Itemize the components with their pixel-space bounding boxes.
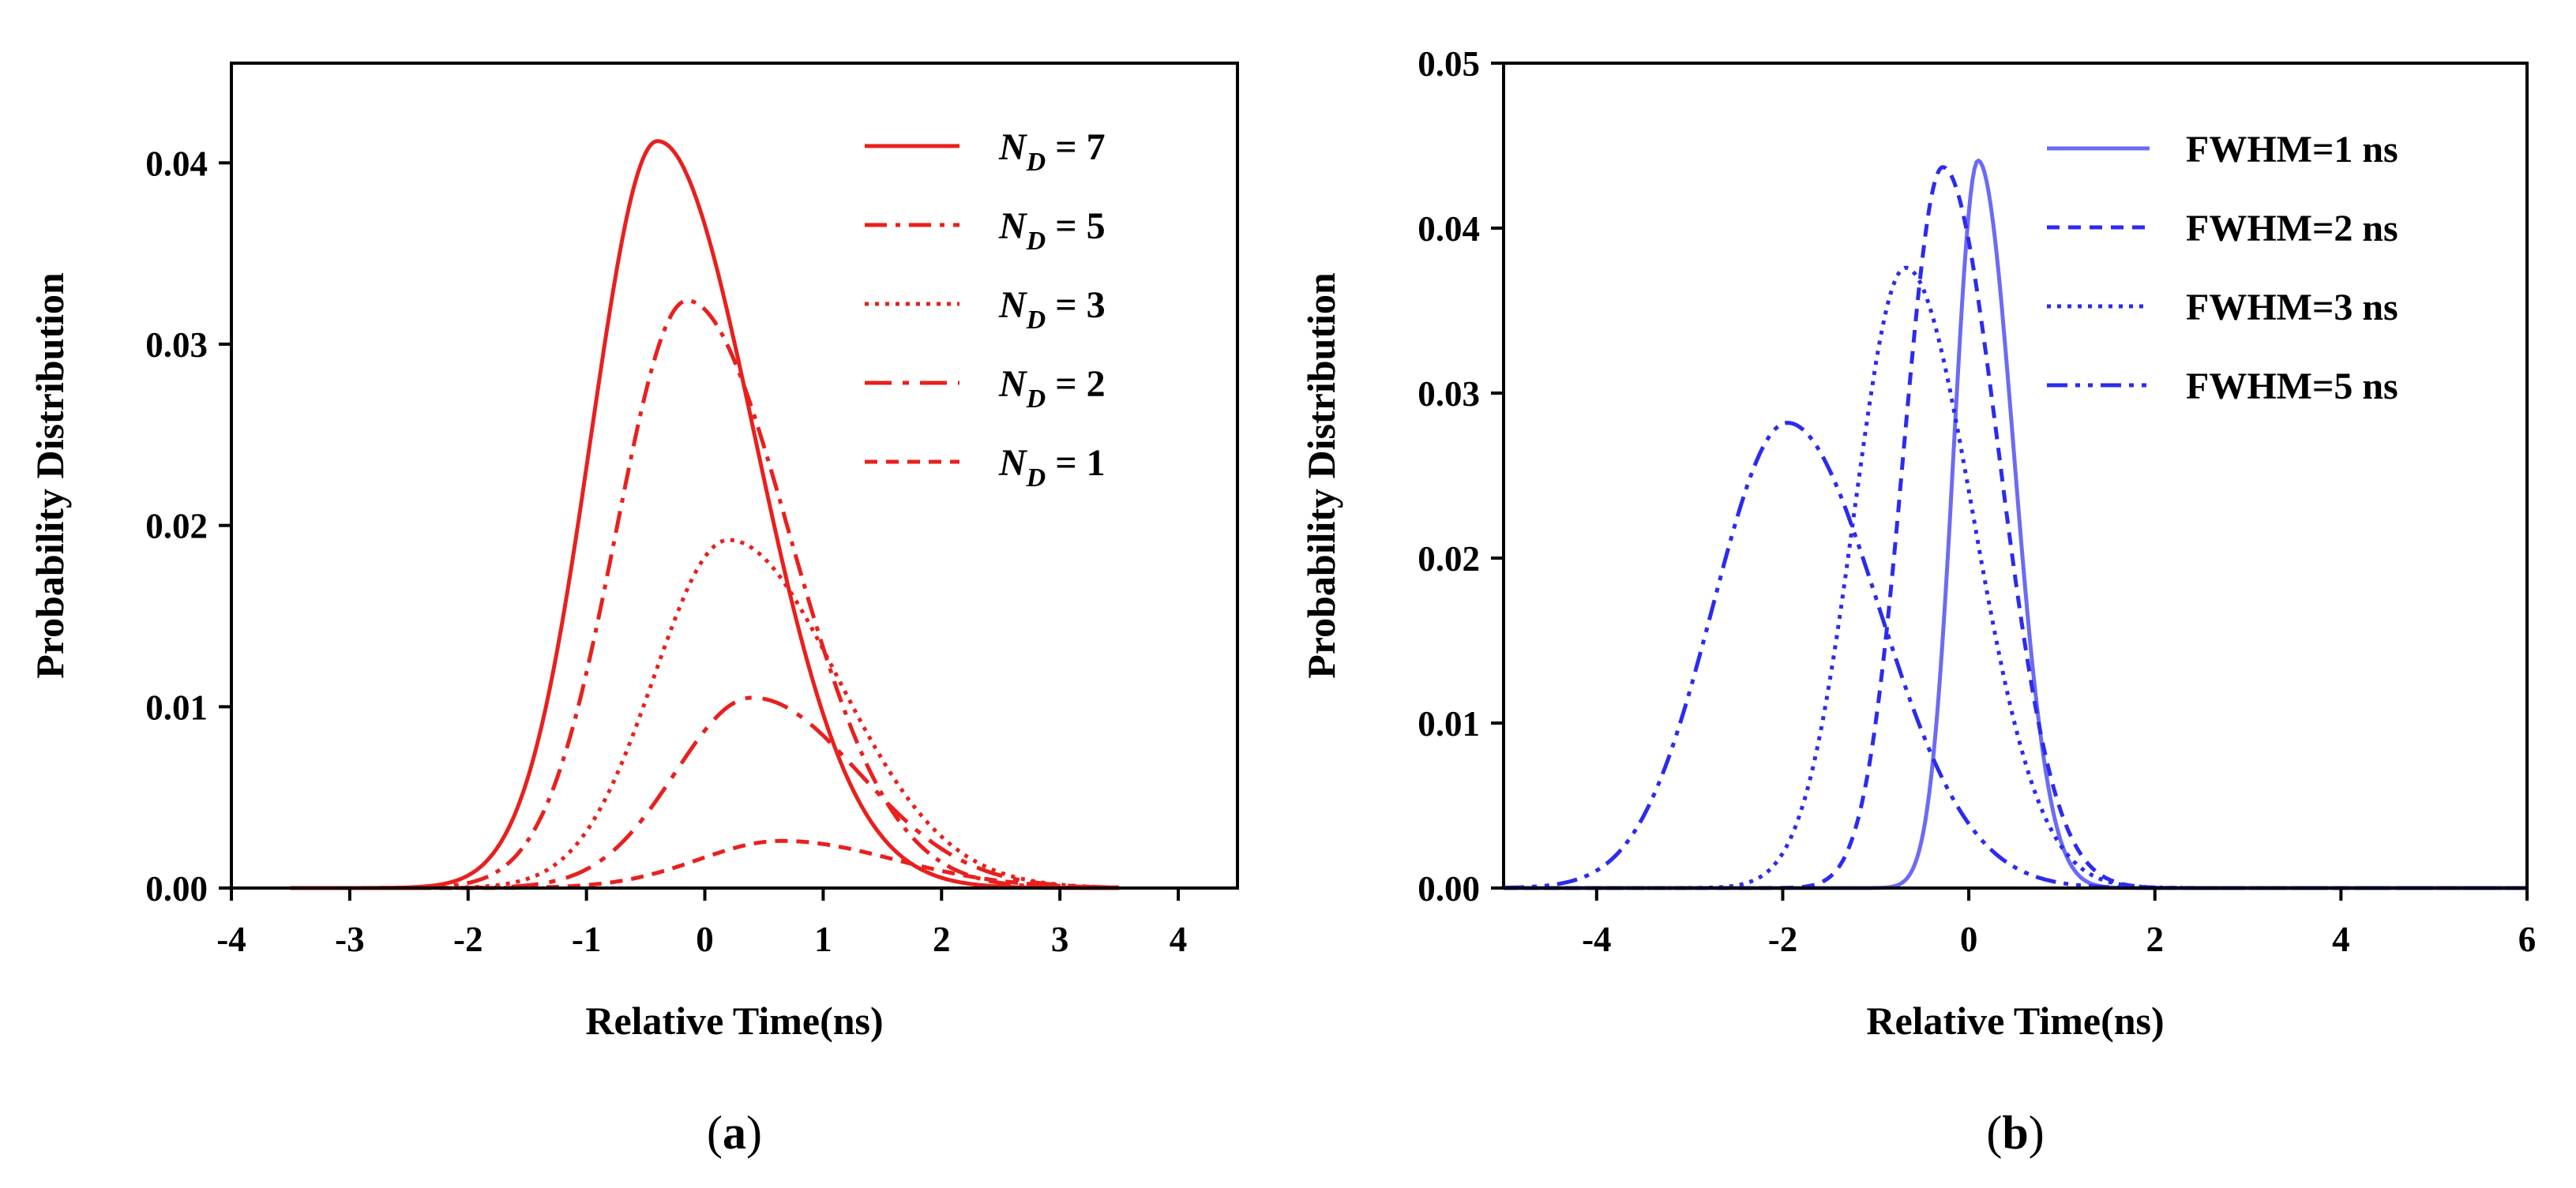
panel-a-y-tick-label: 0.04	[145, 144, 208, 183]
panel-a-legend-label-3: ND = 3	[998, 284, 1106, 335]
panel-a-series-line-4	[290, 695, 1120, 890]
panel-b-y-tick-label: 0.05	[1418, 44, 1480, 84]
panel-a-series-line-5	[290, 838, 1120, 890]
panel-b-x-axis-title: Relative Time(ns)	[1866, 999, 2164, 1043]
panel-b-plot-frame	[1502, 62, 2529, 890]
legend-var: N	[998, 442, 1028, 484]
panel-a-series-line-1	[290, 139, 1120, 890]
panel-b-x-tick-label: -2	[1768, 920, 1798, 959]
legend-var: N	[998, 284, 1028, 326]
panel-b-legend-label-3: FWHM=3 ns	[2186, 287, 2398, 328]
panel-a-legend-label-5: ND = 1	[998, 442, 1106, 493]
panel-b-legend-label-1: FWHM=1 ns	[2186, 129, 2398, 171]
panel-b-x-tick-label: -4	[1582, 920, 1612, 959]
panel-b-y-tick-label: 0.02	[1418, 539, 1480, 579]
panel-a-label-open: (	[707, 1107, 723, 1159]
legend-var: N	[998, 126, 1028, 168]
panel-a-x-tick-label: -2	[453, 920, 483, 959]
panel-a-x-tick-label: -3	[335, 920, 365, 959]
panel-a-x-tick-label: -4	[216, 920, 246, 959]
panel-a: -4 -3 -2 -1 0 1 2 3 4 0.00 0.01 0.02 0.03 0.04 Relati…	[28, 62, 1239, 1159]
panel-a-label: (a)	[707, 1107, 762, 1159]
panel-b-series-line-2	[1504, 165, 2527, 890]
panel-a-y-tick-label: 0.03	[145, 325, 208, 365]
legend-var: N	[998, 363, 1028, 405]
legend-subscript: D	[1026, 148, 1046, 177]
panel-a-legend-label-2: ND = 5	[998, 205, 1106, 256]
panel-a-x-axis-title: Relative Time(ns)	[585, 999, 883, 1043]
legend-subscript: D	[1026, 463, 1046, 493]
panel-b-y-tick-label: 0.04	[1418, 209, 1480, 249]
legend-subscript: D	[1026, 227, 1046, 256]
panel-b-label: (b)	[1986, 1107, 2044, 1159]
panel-b-legend: FWHM=1 ns FWHM=2 ns FWHM=3 ns FWHM=5 ns	[2047, 129, 2398, 407]
panel-a-ticks: -4 -3 -2 -1 0 1 2 3 4 0.00 0.01 0.02 0.03 0.04	[145, 144, 1187, 959]
legend-value: = 7	[1046, 126, 1105, 168]
panel-b-x-tick-label: 0	[1960, 920, 1978, 959]
panel-a-y-tick-label: 0.01	[145, 688, 208, 727]
panel-a-legend-label-4: ND = 2	[998, 363, 1106, 414]
panel-a-x-tick-label: 2	[933, 920, 951, 959]
panel-b-series-line-1	[1504, 158, 2527, 890]
panel-a-x-tick-label: 1	[814, 920, 832, 959]
panel-b-legend-label-2: FWHM=2 ns	[2186, 208, 2398, 249]
panel-a-legend: ND = 7ND = 5ND = 3ND = 2ND = 1	[865, 126, 1106, 493]
legend-value: = 2	[1046, 363, 1105, 405]
panel-a-x-tick-label: 3	[1051, 920, 1069, 959]
panel-a-series-layer	[290, 139, 1120, 890]
panel-a-series-line-3	[290, 538, 1120, 890]
legend-subscript: D	[1026, 384, 1046, 414]
panel-a-series-line-2	[290, 298, 1120, 890]
legend-value: = 1	[1046, 442, 1105, 484]
panel-a-legend-label-1: ND = 7	[998, 126, 1106, 177]
panel-b-ticks: -4 -2 0 2 4 6 0.00 0.01 0.02 0.03 0.04 0.05	[1418, 44, 2536, 959]
panel-b-series-line-4	[1503, 421, 2527, 890]
panel-b-x-tick-label: 6	[2518, 920, 2537, 959]
panel-b-y-tick-label: 0.00	[1418, 869, 1480, 909]
panel-a-x-tick-label: 0	[696, 920, 714, 959]
panel-b-y-tick-label: 0.03	[1418, 374, 1480, 414]
panel-a-label-close: )	[746, 1107, 762, 1159]
panel-b-series-layer	[1503, 158, 2527, 890]
legend-value: = 5	[1046, 205, 1105, 247]
legend-value: = 3	[1046, 284, 1105, 326]
legend-var: N	[998, 205, 1028, 247]
panel-b-label-open: (	[1986, 1107, 2002, 1159]
panel-a-plot-frame	[230, 62, 1239, 890]
panel-b-y-axis-title: Probability Distribution	[1299, 272, 1343, 679]
panel-b: -4 -2 0 2 4 6 0.00 0.01 0.02 0.03 0.04 0.05 Relativ…	[1299, 44, 2536, 1159]
panel-b-x-tick-label: 4	[2332, 920, 2350, 959]
panel-b-label-letter: b	[2002, 1107, 2028, 1159]
panel-b-x-tick-label: 2	[2146, 920, 2164, 959]
panel-a-y-tick-label: 0.00	[145, 869, 208, 909]
panel-a-y-tick-label: 0.02	[145, 507, 208, 546]
panel-a-y-axis-title: Probability Distribution	[28, 272, 72, 679]
legend-subscript: D	[1026, 305, 1046, 335]
panel-a-label-letter: a	[723, 1107, 746, 1159]
panel-a-x-tick-label: 4	[1170, 920, 1188, 959]
panel-a-x-tick-label: -1	[572, 920, 602, 959]
panel-b-label-close: )	[2029, 1107, 2045, 1159]
panel-b-y-tick-label: 0.01	[1418, 704, 1480, 744]
panel-b-legend-label-4: FWHM=5 ns	[2186, 365, 2398, 407]
